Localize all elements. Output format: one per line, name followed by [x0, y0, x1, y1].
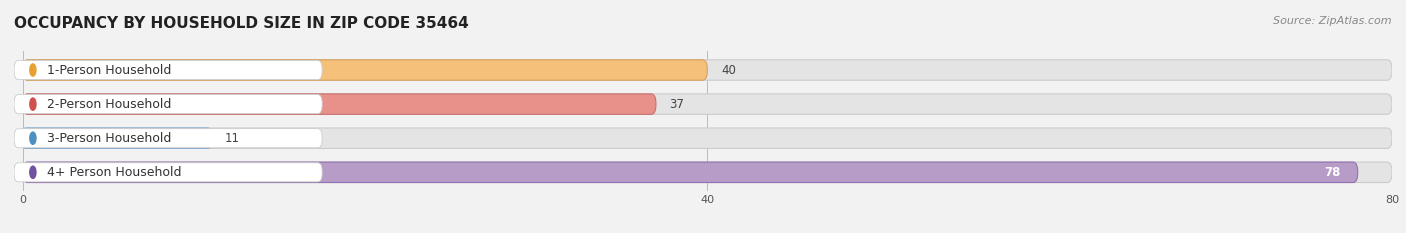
Text: OCCUPANCY BY HOUSEHOLD SIZE IN ZIP CODE 35464: OCCUPANCY BY HOUSEHOLD SIZE IN ZIP CODE …	[14, 16, 468, 31]
Text: 37: 37	[669, 98, 685, 111]
Circle shape	[30, 132, 37, 144]
Text: 1-Person Household: 1-Person Household	[46, 64, 172, 76]
FancyBboxPatch shape	[22, 128, 1392, 148]
Text: 4+ Person Household: 4+ Person Household	[46, 166, 181, 179]
FancyBboxPatch shape	[22, 162, 1358, 182]
Text: 11: 11	[225, 132, 239, 145]
Circle shape	[30, 166, 37, 178]
FancyBboxPatch shape	[14, 163, 322, 182]
FancyBboxPatch shape	[14, 61, 322, 79]
FancyBboxPatch shape	[22, 60, 1392, 80]
Text: 40: 40	[721, 64, 735, 76]
FancyBboxPatch shape	[22, 60, 707, 80]
FancyBboxPatch shape	[22, 94, 657, 114]
Text: 2-Person Household: 2-Person Household	[46, 98, 172, 111]
FancyBboxPatch shape	[22, 94, 1392, 114]
FancyBboxPatch shape	[14, 95, 322, 114]
FancyBboxPatch shape	[22, 128, 211, 148]
Text: 78: 78	[1324, 166, 1340, 179]
FancyBboxPatch shape	[22, 162, 1392, 182]
FancyBboxPatch shape	[14, 129, 322, 148]
Text: 3-Person Household: 3-Person Household	[46, 132, 172, 145]
Text: Source: ZipAtlas.com: Source: ZipAtlas.com	[1274, 16, 1392, 26]
Circle shape	[30, 64, 37, 76]
Circle shape	[30, 98, 37, 110]
